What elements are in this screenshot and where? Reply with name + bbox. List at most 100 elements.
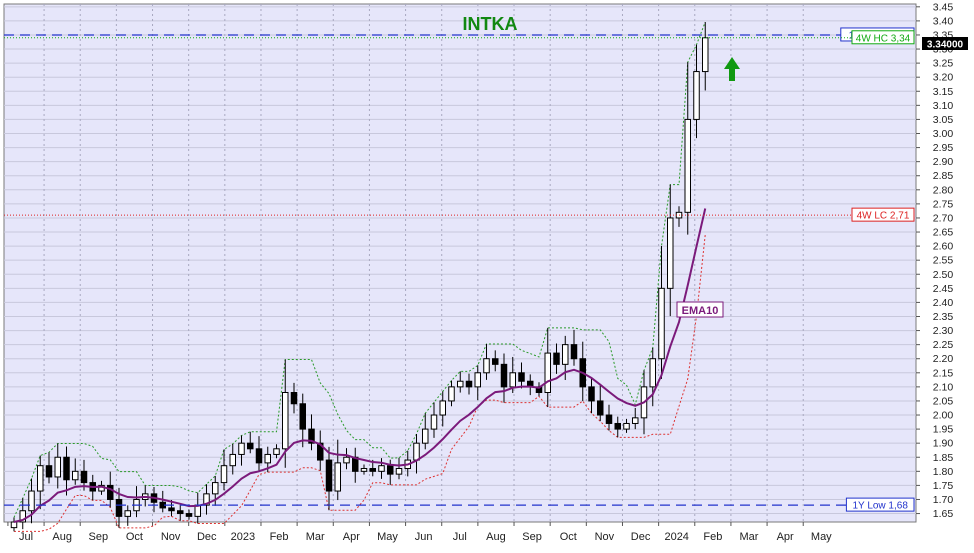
x-tick-label: 2024 (664, 531, 688, 543)
x-tick-label: Jul (453, 531, 467, 543)
candle-body (124, 510, 131, 517)
x-tick-label: 2023 (231, 531, 255, 543)
candle-body (387, 465, 394, 475)
candle-body (492, 358, 499, 365)
x-tick-label: Dec (631, 531, 651, 543)
x-tick-label: Feb (270, 531, 289, 543)
y-tick-label: 3.10 (933, 100, 954, 112)
x-tick-label: May (377, 531, 398, 543)
x-tick-label: Oct (126, 531, 143, 543)
candle-body (623, 422, 630, 430)
x-tick-label: Mar (306, 531, 325, 543)
candle-body (360, 468, 368, 472)
price-channel (13, 21, 706, 532)
candle-body (10, 521, 18, 529)
x-tick-label: Jun (415, 531, 433, 543)
y-tick-label: 2.05 (933, 395, 954, 407)
y-tick-label: 3.20 (933, 72, 954, 84)
candle-body (325, 459, 333, 492)
y-tick-label: 2.90 (933, 156, 954, 168)
y-tick-label: 2.60 (933, 241, 954, 253)
candle-body (605, 414, 613, 424)
x-tick-label: Nov (595, 531, 615, 543)
last-price-box (922, 37, 968, 50)
candle-body (343, 456, 350, 464)
candle-body (553, 352, 560, 365)
candle-body (614, 422, 621, 430)
x-tick-label: Feb (703, 531, 722, 543)
x-tick-label: Mar (740, 531, 759, 543)
x-tick-label: Aug (52, 531, 72, 543)
candle-body (413, 442, 420, 461)
candle-body (509, 372, 516, 388)
candle-body (282, 392, 289, 450)
candle-body (185, 513, 193, 517)
candle-body (37, 465, 44, 492)
candle-body (63, 456, 70, 481)
y-tick-label: 2.10 (933, 381, 954, 393)
ema10-line (13, 208, 707, 523)
reference-label-text: 4W LC 2,71 (857, 211, 910, 222)
y-tick-label: 3.25 (933, 58, 954, 70)
x-tick-label: Aug (486, 531, 506, 543)
y-tick-label: 3.40 (933, 15, 954, 27)
x-axis: Jul Aug Sep Oct Nov Dec 2023 Feb Mar Apr May Jun Jul… (7, 522, 832, 543)
candle-body (54, 456, 61, 478)
x-tick-label: Nov (161, 531, 181, 543)
candle-body (378, 465, 385, 472)
x-tick-label: Apr (777, 531, 794, 543)
candle-body (72, 470, 79, 481)
y-tick-label: 1.95 (933, 424, 954, 436)
reference-label-box (851, 30, 915, 45)
candle-body (457, 380, 464, 388)
y-tick-label: 2.55 (933, 255, 954, 267)
last-price-value: 3.34000 (927, 40, 964, 51)
candle-body (203, 493, 210, 506)
candle-body (702, 37, 709, 73)
x-tick-label: Sep (522, 531, 542, 543)
candle-body (107, 484, 114, 500)
y-tick-label: 2.25 (933, 339, 954, 351)
y-tick-label: 1.75 (933, 480, 954, 492)
candle-body (220, 465, 228, 484)
candle-body (177, 510, 184, 515)
candle-body (229, 453, 236, 467)
candle-body (168, 507, 175, 512)
ema-label-text: EMA10 (682, 305, 719, 317)
candle-body (667, 217, 674, 289)
candle-body (562, 344, 569, 365)
candle-body (369, 468, 376, 472)
candle-body (474, 372, 481, 388)
y-tick-label: 1.65 (933, 508, 954, 520)
last-price-tag: 3.34000 (922, 37, 968, 51)
y-tick-label: 2.35 (933, 311, 954, 323)
x-tick-label: Jul (19, 531, 33, 543)
y-tick-label: 2.20 (933, 353, 954, 365)
candle-body (693, 71, 700, 120)
candle-body (299, 403, 306, 430)
candle-body (19, 510, 26, 523)
candle-body (395, 468, 403, 475)
candle-body (649, 358, 656, 388)
reference-label-text: 4W HC 3,34 (856, 33, 911, 44)
candle-body (45, 465, 53, 478)
candle-body (334, 462, 341, 492)
candle-body (212, 482, 219, 495)
y-tick-label: 2.75 (933, 198, 954, 210)
candle-body (518, 372, 525, 382)
candle-body (273, 448, 280, 455)
y-tick-label: 1.80 (933, 466, 954, 478)
candle-body (317, 442, 324, 461)
candle-body (658, 287, 665, 360)
y-tick-label: 3.45 (933, 1, 954, 13)
candle-body (264, 453, 271, 464)
candle-body (430, 414, 438, 430)
channel-low-line (14, 234, 706, 532)
ema-line (13, 208, 707, 523)
y-tick-label: 2.70 (933, 212, 954, 224)
candles (10, 22, 709, 532)
y-tick-label: 1.85 (933, 452, 954, 464)
y-tick-label: 1.70 (933, 494, 954, 506)
candle-body (588, 386, 595, 402)
